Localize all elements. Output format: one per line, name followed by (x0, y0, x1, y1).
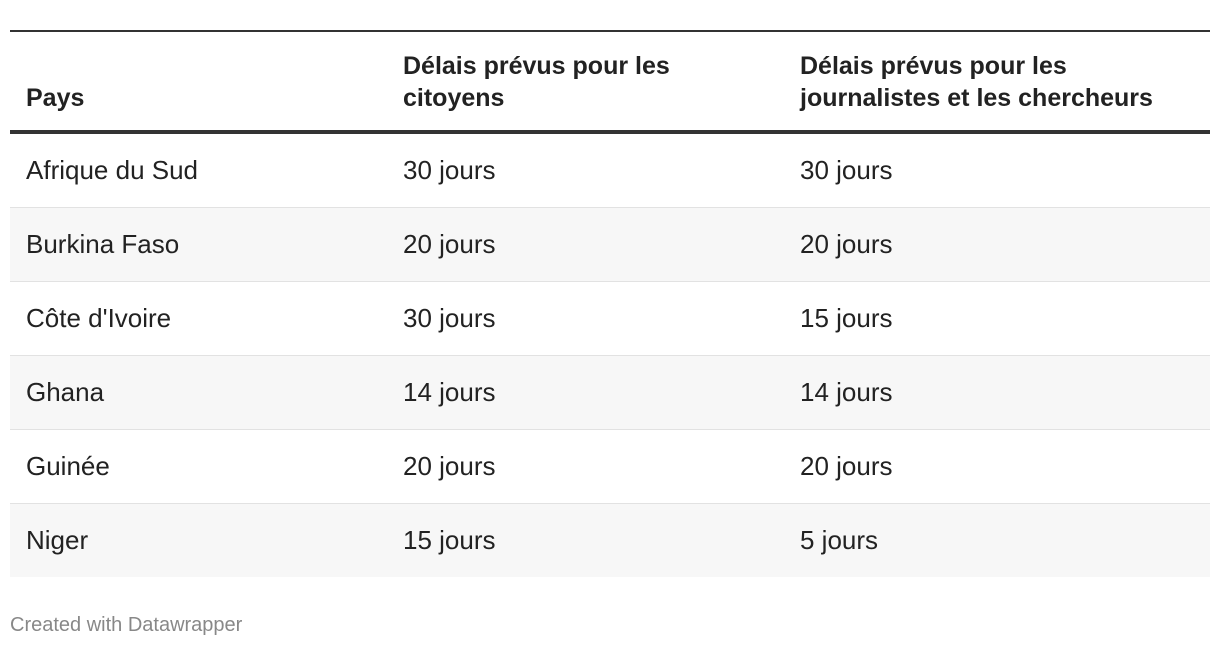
table-cell: Guinée (10, 429, 387, 504)
table-cell: 15 jours (387, 503, 784, 577)
table-cell: 30 jours (387, 281, 784, 356)
header-row: Pays Délais prévus pour les citoyens Délai… (10, 31, 1210, 134)
table-cell: 14 jours (784, 355, 1210, 430)
table-container: Pays Délais prévus pour les citoyens Délai… (10, 30, 1210, 577)
table-row: Afrique du Sud 30 jours 30 jours (10, 132, 1210, 208)
table-row: Côte d'Ivoire 30 jours 15 jours (10, 281, 1210, 356)
table-cell: 15 jours (784, 281, 1210, 356)
table-row: Guinée 20 jours 20 jours (10, 429, 1210, 504)
table-cell: 30 jours (387, 132, 784, 208)
table: Pays Délais prévus pour les citoyens Délai… (10, 30, 1210, 577)
table-cell: 20 jours (387, 429, 784, 504)
table-body: Afrique du Sud 30 jours 30 jours Burkina Fa… (10, 132, 1210, 577)
table-cell: 14 jours (387, 355, 784, 430)
table-cell: Ghana (10, 355, 387, 430)
header-cell: Délais prévus pour les citoyens (387, 31, 784, 134)
table-cell: Côte d'Ivoire (10, 281, 387, 356)
table-row: Burkina Faso 20 jours 20 jours (10, 207, 1210, 282)
footer: Created with Datawrapper (10, 614, 243, 636)
table-row: Niger 15 jours 5 jours (10, 503, 1210, 577)
table-row: Ghana 14 jours 14 jours (10, 355, 1210, 430)
table-cell: 20 jours (784, 207, 1210, 282)
table-cell: Afrique du Sud (10, 132, 387, 208)
header-cell: Pays (10, 31, 387, 134)
table-cell: 20 jours (784, 429, 1210, 504)
table-cell: Niger (10, 503, 387, 577)
table-cell: 30 jours (784, 132, 1210, 208)
table-cell: 20 jours (387, 207, 784, 282)
table-cell: 5 jours (784, 503, 1210, 577)
table-cell: Burkina Faso (10, 207, 387, 282)
header-cell: Délais prévus pour les journalistes et l… (784, 31, 1210, 134)
